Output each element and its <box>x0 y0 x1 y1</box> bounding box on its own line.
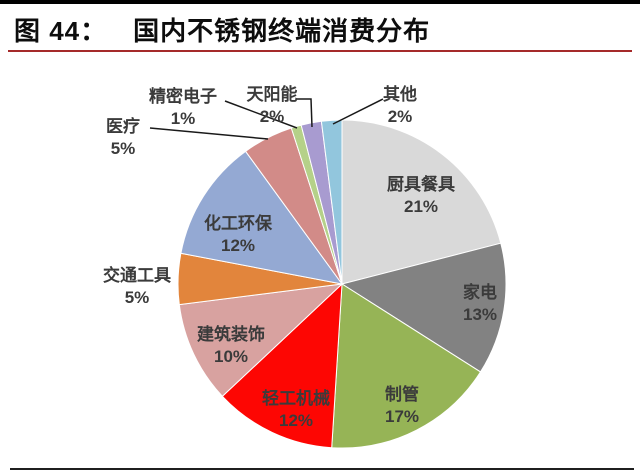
slice-value-医疗: 5% <box>111 139 136 158</box>
leader-line-其他 <box>332 98 384 125</box>
slice-value-家电: 13% <box>463 305 497 324</box>
slice-name-精密电子: 精密电子 <box>149 86 217 106</box>
slice-value-化工环保: 12% <box>221 236 255 255</box>
slice-name-天阳能: 天阳能 <box>247 84 298 104</box>
pie-slice-轻工机械 <box>221 282 343 449</box>
slice-name-轻工机械: 轻工机械 <box>262 388 330 408</box>
bottom-border-rule <box>10 468 634 470</box>
slice-name-交通工具: 交通工具 <box>103 265 171 285</box>
slice-name-家电: 家电 <box>463 282 497 302</box>
slice-value-其他: 2% <box>388 107 413 126</box>
slice-name-建筑装饰: 建筑装饰 <box>197 324 265 344</box>
page-title: 国内不锈钢终端消费分布 <box>133 16 431 46</box>
pie-slice-制管 <box>331 283 482 449</box>
slice-value-制管: 17% <box>385 407 419 426</box>
title-underline-divider <box>8 50 632 52</box>
pie-slice-厨具餐具 <box>341 119 502 285</box>
slice-name-制管: 制管 <box>385 384 419 404</box>
leader-line-天阳能 <box>296 98 313 128</box>
slice-name-其他: 其他 <box>383 84 417 104</box>
leader-line-医疗 <box>149 127 269 140</box>
pie-slice-化工环保 <box>180 150 344 285</box>
slice-value-建筑装饰: 10% <box>214 347 248 366</box>
slice-value-天阳能: 2% <box>260 107 285 126</box>
figure-header: 图 44： 国内不锈钢终端消费分布 <box>14 11 430 48</box>
pie-slice-建筑装饰 <box>178 283 344 398</box>
leader-line-精密电子 <box>224 100 298 129</box>
figure-number-label: 图 44： <box>14 16 108 46</box>
slice-name-医疗: 医疗 <box>106 116 140 136</box>
slice-value-厨具餐具: 21% <box>404 197 438 216</box>
pie-slice-家电 <box>340 242 507 373</box>
slice-name-化工环保: 化工环保 <box>204 213 273 233</box>
top-border-bar <box>0 0 640 4</box>
slice-name-厨具餐具: 厨具餐具 <box>387 174 455 194</box>
slice-value-交通工具: 5% <box>125 288 150 307</box>
slice-value-轻工机械: 12% <box>279 411 313 430</box>
slice-value-精密电子: 1% <box>171 109 196 128</box>
